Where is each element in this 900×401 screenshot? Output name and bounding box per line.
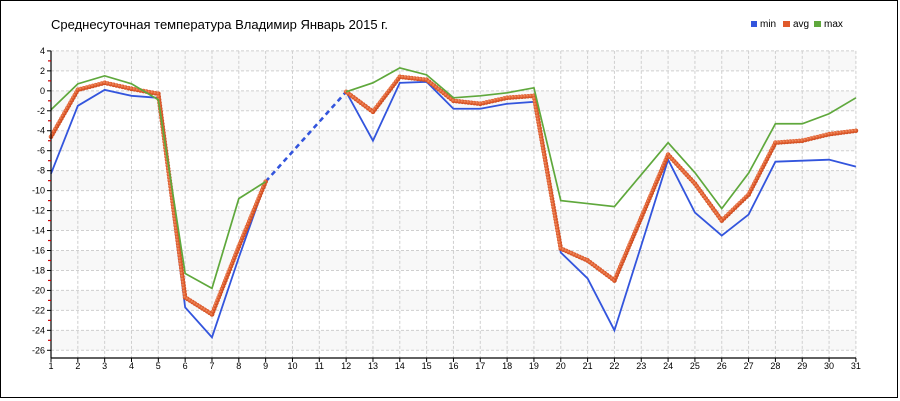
svg-text:-14: -14 (32, 226, 45, 236)
svg-text:29: 29 (797, 361, 807, 371)
svg-text:31: 31 (851, 361, 861, 371)
svg-text:-20: -20 (32, 285, 45, 295)
svg-text:24: 24 (663, 361, 673, 371)
svg-text:15: 15 (422, 361, 432, 371)
svg-text:4: 4 (129, 361, 134, 371)
svg-text:0: 0 (40, 86, 45, 96)
svg-text:-22: -22 (32, 305, 45, 315)
svg-text:9: 9 (263, 361, 268, 371)
svg-text:3: 3 (102, 361, 107, 371)
svg-text:5: 5 (156, 361, 161, 371)
svg-text:16: 16 (448, 361, 458, 371)
svg-text:17: 17 (475, 361, 485, 371)
svg-text:7: 7 (209, 361, 214, 371)
svg-text:26: 26 (717, 361, 727, 371)
svg-text:-2: -2 (37, 106, 45, 116)
svg-text:8: 8 (236, 361, 241, 371)
svg-text:4: 4 (40, 46, 45, 56)
svg-text:25: 25 (690, 361, 700, 371)
svg-text:-16: -16 (32, 246, 45, 256)
svg-text:avg: avg (793, 19, 809, 30)
svg-text:-10: -10 (32, 186, 45, 196)
svg-text:-6: -6 (37, 146, 45, 156)
svg-text:-12: -12 (32, 206, 45, 216)
svg-text:10: 10 (287, 361, 297, 371)
svg-text:11: 11 (315, 361, 324, 371)
svg-text:-8: -8 (37, 166, 45, 176)
svg-text:max: max (824, 19, 843, 30)
svg-text:-4: -4 (37, 126, 45, 136)
svg-text:27: 27 (744, 361, 754, 371)
svg-text:min: min (760, 19, 776, 30)
svg-text:-18: -18 (32, 265, 45, 275)
svg-text:21: 21 (583, 361, 593, 371)
svg-text:-24: -24 (32, 325, 45, 335)
svg-text:22: 22 (609, 361, 619, 371)
svg-text:6: 6 (183, 361, 188, 371)
svg-text:1: 1 (48, 361, 53, 371)
svg-text:13: 13 (368, 361, 378, 371)
svg-text:12: 12 (341, 361, 351, 371)
svg-text:-26: -26 (32, 345, 45, 355)
svg-text:14: 14 (395, 361, 405, 371)
svg-text:20: 20 (556, 361, 566, 371)
svg-text:28: 28 (770, 361, 780, 371)
svg-text:2: 2 (40, 66, 45, 76)
svg-text:19: 19 (529, 361, 539, 371)
svg-text:23: 23 (636, 361, 646, 371)
svg-text:2: 2 (75, 361, 80, 371)
svg-text:30: 30 (824, 361, 834, 371)
svg-text:18: 18 (502, 361, 512, 371)
